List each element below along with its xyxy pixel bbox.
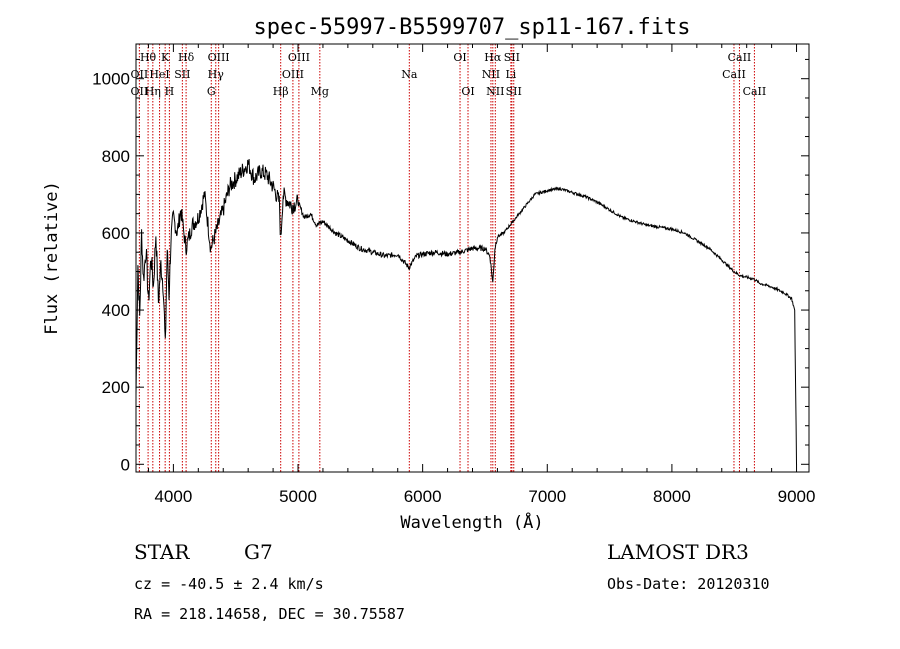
spectral-line-label: HeI [149, 68, 169, 81]
y-tick-label: 400 [102, 301, 130, 320]
observation-date: Obs-Date: 20120310 [607, 575, 770, 593]
y-tick-label: 1000 [92, 70, 130, 89]
x-tick-label: 5000 [279, 487, 317, 506]
coordinates: RA = 218.14658, DEC = 30.75587 [134, 605, 405, 623]
spectral-line-label: CaII [728, 51, 752, 64]
spectral-line-label: K [161, 51, 170, 64]
x-tick-label: 6000 [404, 487, 442, 506]
spectral-line-label: Hη [145, 85, 161, 98]
spectral-line-label: G [207, 85, 216, 98]
spectral-line-label: Mg [311, 85, 329, 98]
x-tick-label: 9000 [778, 487, 816, 506]
x-tick-label: 8000 [653, 487, 691, 506]
spectral-line-label: Na [401, 68, 418, 81]
spectral-line-label: OII [131, 68, 149, 81]
object-class: STAR [134, 540, 190, 564]
x-axis-label: Wavelength (Å) [400, 511, 543, 533]
spectral-line-label: OIII [208, 51, 230, 64]
y-tick-label: 800 [102, 147, 130, 166]
chart-title: spec-55997-B5599707_sp11-167.fits [253, 15, 690, 40]
x-tick-label: 4000 [154, 487, 192, 506]
spectral-line-label: CaII [743, 85, 767, 98]
spectral-line-label: OI [453, 51, 466, 64]
spectral-line-label: NII [486, 85, 504, 98]
x-axis-ticks: 4000 5000 6000 7000 8000 9000 [147, 44, 816, 506]
x-tick-label: 7000 [528, 487, 566, 506]
spectral-line-label: Hα [484, 51, 502, 64]
plot-frame [135, 43, 810, 473]
spectral-line-label: Hγ [208, 68, 225, 81]
spectral-line-label: OIII [288, 51, 310, 64]
object-subclass: G7 [244, 540, 273, 564]
y-axis-ticks: 0 200 400 600 800 1000 [92, 58, 809, 474]
spectral-line-label: NII [482, 68, 500, 81]
y-axis-label: Flux (relative) [42, 181, 62, 335]
redshift-cz: cz = -40.5 ± 2.4 km/s [134, 575, 324, 593]
spectral-line-label: SII [504, 51, 520, 64]
spectral-line-label: OII [131, 85, 149, 98]
spectral-line-label: SII [506, 85, 522, 98]
y-tick-label: 200 [102, 378, 130, 397]
spectral-line-label: H [165, 85, 175, 98]
spectral-line-label: OI [461, 85, 474, 98]
y-tick-label: 600 [102, 224, 130, 243]
spectral-line-label: OIII [282, 68, 304, 81]
spectral-line-label: Hθ [140, 51, 157, 64]
spectral-line-label: SII [174, 68, 190, 81]
spectral-line-label: Hβ [273, 85, 289, 98]
spectral-line-label: CaII [722, 68, 746, 81]
y-tick-label: 0 [121, 455, 130, 474]
survey-name: LAMOST DR3 [607, 540, 749, 564]
spectrum-series-line [135, 158, 797, 465]
spectral-line-label: Hδ [178, 51, 195, 64]
spectral-line-label: Li [505, 68, 516, 81]
spectral-line-markers [138, 44, 755, 472]
